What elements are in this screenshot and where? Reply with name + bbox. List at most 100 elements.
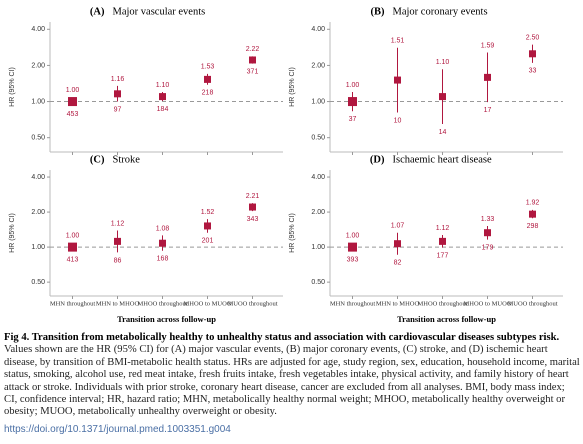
value-label: 2.22 <box>246 46 260 53</box>
hr-point <box>439 93 446 101</box>
y-tick-label: 0.50 <box>31 279 45 286</box>
value-label: 2.21 <box>246 193 260 200</box>
panel: (B) Major coronary events HR (95% CI) 0.50 1… <box>289 6 563 155</box>
value-label: 1.12 <box>111 220 125 227</box>
hr-point <box>484 73 491 81</box>
x-axis-label: Transition across follow-up <box>117 314 216 324</box>
count-label: 82 <box>394 260 402 267</box>
figure: (A) Major vascular events HR (95% CI) 0.50 1… <box>9 6 563 324</box>
x-axis-label: Transition across follow-up <box>397 314 496 324</box>
hr-point <box>204 75 211 83</box>
y-tick-label: 0.50 <box>31 135 45 142</box>
x-tick-label: MHN to MHOO <box>96 300 140 307</box>
caption-body: Values shown are the HR (95% CI) for (A)… <box>4 344 580 418</box>
doi-link[interactable]: https://doi.org/10.1371/journal.pmed.100… <box>4 424 231 435</box>
y-tick-label: 0.50 <box>311 135 325 142</box>
count-label: 201 <box>202 238 214 245</box>
y-tick-label: 1.00 <box>31 98 45 105</box>
panel-label: (A) <box>90 6 105 17</box>
x-tick-label: MUOO throughout <box>507 300 557 307</box>
count-label: 184 <box>157 106 169 113</box>
caption-title: Fig 4. Transition from metabolically hea… <box>4 332 560 343</box>
count-label: 37 <box>349 116 357 123</box>
hr-point <box>439 237 446 245</box>
hr-point <box>114 90 121 98</box>
hr-point <box>114 237 121 245</box>
panel-label: (B) <box>371 6 386 17</box>
y-tick-label: 0.50 <box>311 279 325 286</box>
value-label: 1.08 <box>156 225 170 232</box>
count-label: 168 <box>157 256 169 263</box>
count-label: 177 <box>437 252 449 259</box>
count-label: 371 <box>247 68 259 75</box>
count-label: 298 <box>527 223 539 230</box>
x-tick-label: MHN throughout <box>50 300 96 307</box>
hr-point <box>529 50 536 58</box>
count-label: 14 <box>439 129 447 136</box>
hr-point <box>249 56 256 64</box>
y-tick-label: 2.00 <box>31 62 45 69</box>
value-label: 1.52 <box>201 209 215 216</box>
hr-point <box>159 239 166 247</box>
value-label: 1.92 <box>526 200 540 207</box>
hr-point <box>394 240 401 248</box>
y-tick-label: 1.00 <box>311 98 325 105</box>
count-label: 218 <box>202 90 214 97</box>
x-tick-label: MHOO to MUOO <box>463 300 511 307</box>
value-label: 1.00 <box>346 82 360 89</box>
panel: (C) Stroke HR (95% CI) 0.50 1.00 2.00 4.00 MHN … <box>9 154 283 324</box>
value-label: 1.33 <box>481 216 495 223</box>
count-label: 97 <box>114 106 122 113</box>
x-tick-label: MHOO throughout <box>417 300 467 307</box>
x-tick-label: MHN throughout <box>330 300 376 307</box>
value-label: 1.00 <box>66 232 80 239</box>
x-tick-label: MHOO to MUOO <box>183 300 231 307</box>
value-label: 1.00 <box>66 87 80 94</box>
panel-title: Major coronary events <box>393 6 488 17</box>
hr-point <box>68 97 77 107</box>
x-tick-label: MUOO throughout <box>227 300 277 307</box>
y-tick-label: 4.00 <box>311 174 325 181</box>
value-label: 1.10 <box>156 82 170 89</box>
count-label: 393 <box>347 256 359 263</box>
hr-point <box>529 210 536 218</box>
panel-label: (D) <box>370 154 385 165</box>
panel-title: Ischaemic heart disease <box>393 154 492 165</box>
y-tick-label: 2.00 <box>311 62 325 69</box>
panel-label: (C) <box>90 154 105 165</box>
y-tick-label: 1.00 <box>311 244 325 251</box>
x-tick-label: MHN to MHOO <box>376 300 420 307</box>
y-axis-label: HR (95% CI) <box>289 67 296 107</box>
y-tick-label: 4.00 <box>311 26 325 33</box>
y-tick-label: 4.00 <box>31 174 45 181</box>
count-label: 10 <box>394 117 402 124</box>
count-label: 179 <box>482 244 494 251</box>
hr-point <box>159 93 166 101</box>
y-tick-label: 2.00 <box>31 209 45 216</box>
value-label: 1.07 <box>391 223 405 230</box>
y-tick-label: 1.00 <box>31 244 45 251</box>
count-label: 86 <box>114 257 122 264</box>
y-axis-label: HR (95% CI) <box>9 213 16 253</box>
hr-point <box>204 222 211 230</box>
value-label: 1.16 <box>111 76 125 83</box>
y-axis-label: HR (95% CI) <box>289 213 296 253</box>
y-tick-label: 2.00 <box>311 209 325 216</box>
panel: (A) Major vascular events HR (95% CI) 0.50 1… <box>9 6 283 155</box>
panel: (D) Ischaemic heart disease HR (95% CI) 0.5… <box>289 154 563 324</box>
count-label: 343 <box>247 216 259 223</box>
panel-title: Stroke <box>113 154 141 165</box>
x-tick-label: MHOO throughout <box>137 300 187 307</box>
value-label: 1.53 <box>201 64 215 71</box>
hr-point <box>348 242 357 252</box>
value-label: 1.10 <box>436 59 450 66</box>
hr-point <box>394 76 401 84</box>
count-label: 33 <box>529 68 537 75</box>
y-axis-label: HR (95% CI) <box>9 67 16 107</box>
value-label: 2.50 <box>526 34 540 41</box>
value-label: 1.12 <box>436 225 450 232</box>
hr-point <box>348 97 357 107</box>
count-label: 413 <box>67 256 79 263</box>
value-label: 1.59 <box>481 42 495 49</box>
